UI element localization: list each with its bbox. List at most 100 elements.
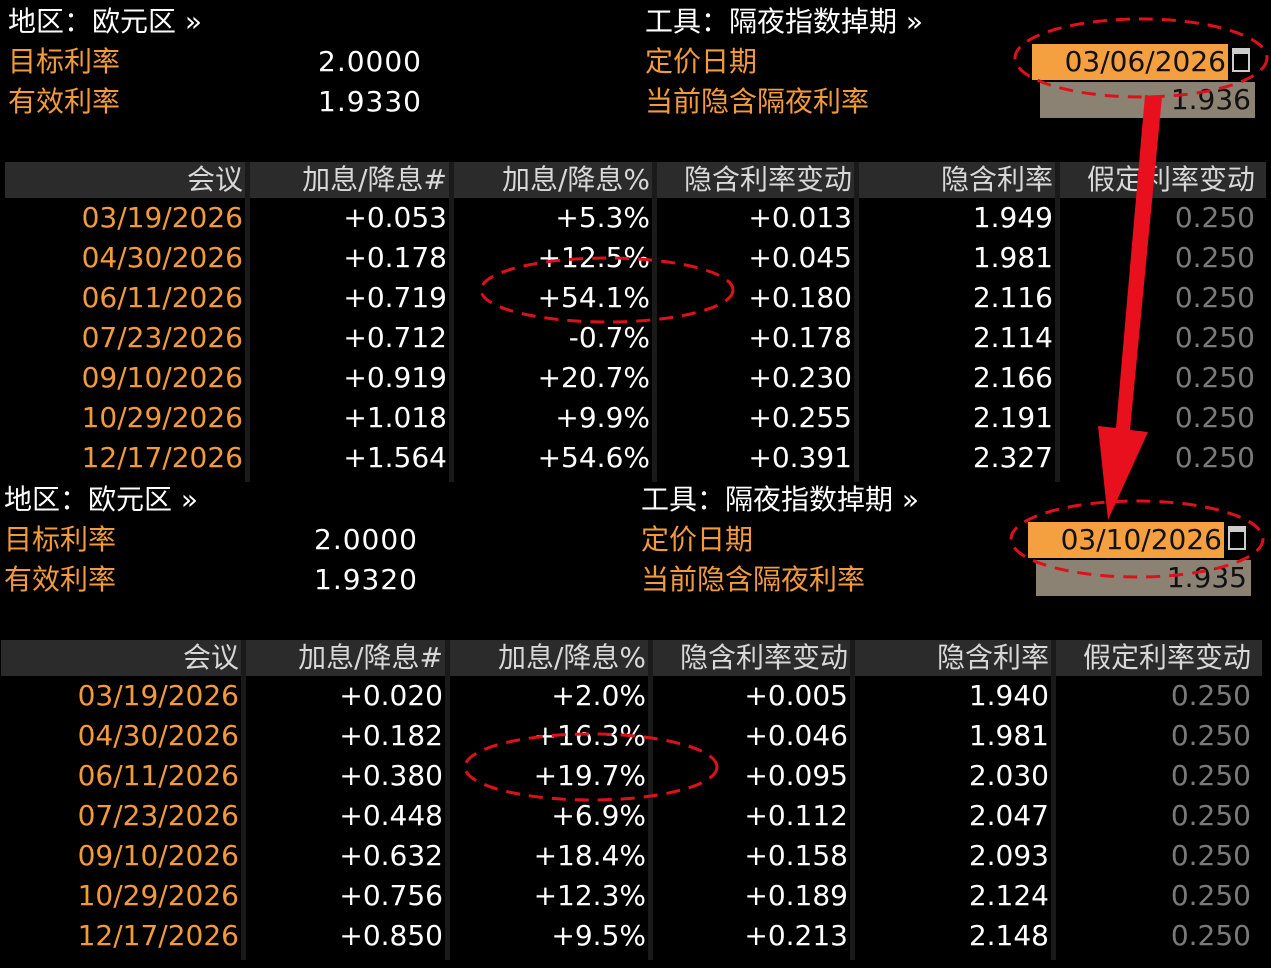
meeting-date: 12/17/2026 <box>77 919 239 952</box>
implied-overnight-label: 当前隐含隔夜利率 <box>641 563 866 596</box>
meeting-date: 03/19/2026 <box>81 201 243 234</box>
table-cell: +0.053 <box>343 201 447 234</box>
table-cell: +0.189 <box>744 879 848 912</box>
table-cell: 1.981 <box>968 719 1049 752</box>
table-cell: +54.1% <box>537 281 650 314</box>
table-cell: 2.191 <box>972 401 1053 434</box>
meeting-date: 06/11/2026 <box>77 759 239 792</box>
table-cell: +0.850 <box>339 919 443 952</box>
table-cell: +12.5% <box>537 241 650 274</box>
table-cell: 0.250 <box>1174 401 1255 434</box>
column-header: 会议 <box>186 163 243 196</box>
table-cell: +0.756 <box>339 879 443 912</box>
column-header: 隐含利率 <box>936 641 1049 674</box>
table-cell: +0.158 <box>744 839 848 872</box>
column-separator <box>854 162 859 482</box>
table-cell: 0.250 <box>1170 839 1251 872</box>
table-cell: +5.3% <box>555 201 650 234</box>
table-cell: 2.093 <box>968 839 1049 872</box>
table-cell: +0.046 <box>744 719 848 752</box>
table-cell: 1.981 <box>972 241 1053 274</box>
table-cell: +0.045 <box>748 241 852 274</box>
implied-overnight-rate: 1.936 <box>1040 82 1255 118</box>
table-cell: +16.3% <box>533 719 646 752</box>
table-cell: 0.250 <box>1174 441 1255 474</box>
tool-link: 工具：隔夜指数掉期 » <box>641 483 920 516</box>
table-cell: 0.250 <box>1170 799 1251 832</box>
pricing-date-input: 03/10/2026 <box>1028 522 1224 558</box>
effective-rate: 1.9330 <box>318 85 422 118</box>
table-cell: 2.327 <box>972 441 1053 474</box>
table-cell: +6.9% <box>551 799 646 832</box>
table-cell: +9.5% <box>551 919 646 952</box>
table-cell: 0.250 <box>1174 201 1255 234</box>
table-cell: +9.9% <box>555 401 650 434</box>
table-cell: 0.250 <box>1170 679 1251 712</box>
meeting-date: 03/19/2026 <box>77 679 239 712</box>
table-cell: 0.250 <box>1174 281 1255 314</box>
column-header: 假定利率变动 <box>1086 163 1255 196</box>
table-cell: +0.255 <box>748 401 852 434</box>
column-header: 加息/降息% <box>501 163 650 196</box>
region-link: 地区：欧元区 » <box>8 5 203 38</box>
table-cell: +1.018 <box>343 401 447 434</box>
pricing-date-label: 定价日期 <box>645 45 758 78</box>
meeting-date: 09/10/2026 <box>77 839 239 872</box>
table-cell: +0.712 <box>343 321 447 354</box>
table-cell: +0.182 <box>339 719 443 752</box>
table-cell: +12.3% <box>533 879 646 912</box>
table-cell: 2.030 <box>968 759 1049 792</box>
table-cell: +18.4% <box>533 839 646 872</box>
meeting-date: 09/10/2026 <box>81 361 243 394</box>
table-cell: +0.005 <box>744 679 848 712</box>
target-rate-label: 目标利率 <box>4 523 117 556</box>
table-cell: 0.250 <box>1174 321 1255 354</box>
table-cell: 0.250 <box>1174 241 1255 274</box>
column-separator <box>445 640 450 960</box>
meeting-date: 10/29/2026 <box>77 879 239 912</box>
table-cell: +2.0% <box>551 679 646 712</box>
table-cell: 0.250 <box>1170 719 1251 752</box>
column-header: 加息/降息% <box>497 641 646 674</box>
implied-overnight-label: 当前隐含隔夜利率 <box>645 85 870 118</box>
effective-rate: 1.9320 <box>314 563 418 596</box>
table-cell: +1.564 <box>343 441 447 474</box>
table-cell: +0.213 <box>744 919 848 952</box>
meeting-date: 06/11/2026 <box>81 281 243 314</box>
table-cell: 2.166 <box>972 361 1053 394</box>
table-cell: +0.632 <box>339 839 443 872</box>
table-cell: +0.448 <box>339 799 443 832</box>
meeting-date: 12/17/2026 <box>81 441 243 474</box>
target-rate: 2.0000 <box>318 45 422 78</box>
implied-overnight-rate: 1.935 <box>1036 560 1251 596</box>
table-cell: 2.047 <box>968 799 1049 832</box>
table-cell: +0.020 <box>339 679 443 712</box>
table-cell: 0.250 <box>1170 919 1251 952</box>
calendar-icon <box>1228 526 1246 550</box>
table-cell: 1.940 <box>968 679 1049 712</box>
column-separator <box>449 162 454 482</box>
table-cell: +0.230 <box>748 361 852 394</box>
column-separator <box>850 640 855 960</box>
table-cell: +0.919 <box>343 361 447 394</box>
pricing-date-label: 定价日期 <box>641 523 754 556</box>
region-link: 地区：欧元区 » <box>4 483 199 516</box>
column-header: 隐含利率 <box>940 163 1053 196</box>
effective-rate-label: 有效利率 <box>8 85 121 118</box>
table-cell: 2.116 <box>972 281 1053 314</box>
table-cell: +0.095 <box>744 759 848 792</box>
table-cell: +0.178 <box>343 241 447 274</box>
column-separator <box>245 162 250 482</box>
table-cell: +20.7% <box>537 361 650 394</box>
table-cell: 0.250 <box>1170 759 1251 792</box>
target-rate: 2.0000 <box>314 523 418 556</box>
column-header: 隐含利率变动 <box>683 163 852 196</box>
table-cell: +54.6% <box>537 441 650 474</box>
meeting-date: 07/23/2026 <box>81 321 243 354</box>
column-header: 假定利率变动 <box>1082 641 1251 674</box>
table-cell: +0.391 <box>748 441 852 474</box>
meeting-date: 07/23/2026 <box>77 799 239 832</box>
table-cell: 0.250 <box>1170 879 1251 912</box>
calendar-icon <box>1232 48 1250 72</box>
